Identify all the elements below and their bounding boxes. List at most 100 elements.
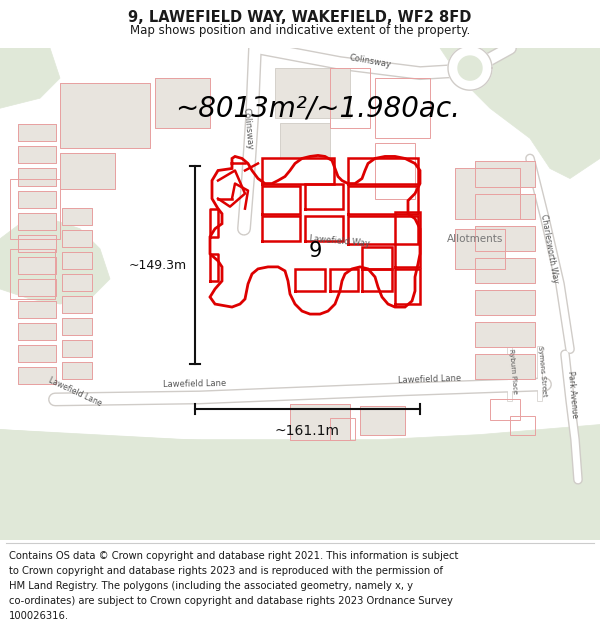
Text: Lawefield Lane: Lawefield Lane <box>163 379 227 389</box>
Polygon shape <box>440 48 600 179</box>
Bar <box>62 318 92 335</box>
Bar <box>475 226 535 251</box>
Bar <box>475 354 535 379</box>
Bar <box>62 318 92 335</box>
Polygon shape <box>458 56 482 80</box>
Polygon shape <box>0 429 280 540</box>
Text: Allotments: Allotments <box>447 234 503 244</box>
Bar <box>330 68 370 128</box>
Bar <box>18 213 56 230</box>
Bar <box>18 323 56 340</box>
Text: Charlesworth Way: Charlesworth Way <box>539 214 559 284</box>
Text: Contains OS data © Crown copyright and database right 2021. This information is : Contains OS data © Crown copyright and d… <box>9 551 458 561</box>
Polygon shape <box>0 48 60 108</box>
Bar <box>18 146 56 164</box>
Bar <box>62 208 92 225</box>
Text: 9: 9 <box>308 241 322 261</box>
Text: HM Land Registry. The polygons (including the associated geometry, namely x, y: HM Land Registry. The polygons (includin… <box>9 581 413 591</box>
Bar <box>18 301 56 318</box>
Polygon shape <box>280 444 600 540</box>
Bar <box>62 274 92 291</box>
Text: to Crown copyright and database rights 2023 and is reproduced with the permissio: to Crown copyright and database rights 2… <box>9 566 443 576</box>
Bar <box>18 279 56 296</box>
Bar <box>18 301 56 318</box>
Bar <box>62 362 92 379</box>
Text: 9, LAWEFIELD WAY, WAKEFIELD, WF2 8FD: 9, LAWEFIELD WAY, WAKEFIELD, WF2 8FD <box>128 9 472 24</box>
Bar <box>60 153 115 189</box>
Polygon shape <box>0 219 110 304</box>
Bar <box>475 354 535 379</box>
Bar <box>18 235 56 252</box>
Bar <box>18 124 56 141</box>
Text: Lawefield Way: Lawefield Way <box>310 234 371 248</box>
Text: co-ordinates) are subject to Crown copyright and database rights 2023 Ordnance S: co-ordinates) are subject to Crown copyr… <box>9 596 453 606</box>
Text: Ryburn Place: Ryburn Place <box>508 349 518 394</box>
Bar <box>290 404 350 439</box>
Bar <box>62 296 92 313</box>
Bar <box>62 296 92 313</box>
Bar <box>62 252 92 269</box>
Bar <box>280 123 330 159</box>
Text: ~149.3m: ~149.3m <box>129 259 187 272</box>
Bar <box>475 322 535 348</box>
Bar <box>62 362 92 379</box>
Bar <box>330 418 355 439</box>
Bar <box>10 179 60 239</box>
Bar <box>360 406 405 434</box>
Bar <box>62 208 92 225</box>
Bar <box>455 229 505 269</box>
Bar <box>18 323 56 340</box>
Bar <box>360 406 405 434</box>
Bar <box>510 416 535 434</box>
Bar <box>155 78 210 128</box>
Bar <box>155 78 210 128</box>
Bar <box>18 368 56 384</box>
Bar <box>275 68 350 118</box>
Bar <box>62 340 92 357</box>
Text: Lawefield Lane: Lawefield Lane <box>47 375 103 408</box>
Bar <box>18 169 56 186</box>
Bar <box>475 290 535 315</box>
Bar <box>490 399 520 419</box>
Bar <box>18 213 56 230</box>
Bar <box>375 143 415 199</box>
Bar <box>475 161 535 187</box>
Bar <box>18 345 56 362</box>
Bar <box>62 274 92 291</box>
Text: ~8013m²/~1.980ac.: ~8013m²/~1.980ac. <box>175 94 460 122</box>
Bar <box>18 124 56 141</box>
Bar <box>375 78 430 138</box>
Bar <box>60 83 150 148</box>
Bar <box>290 404 350 439</box>
Bar <box>475 258 535 283</box>
Text: Symons Street: Symons Street <box>537 346 547 397</box>
Bar <box>62 230 92 247</box>
Polygon shape <box>448 46 492 90</box>
Bar <box>475 226 535 251</box>
Bar <box>475 322 535 348</box>
Bar <box>62 230 92 247</box>
Bar <box>60 153 115 189</box>
Bar <box>455 169 520 219</box>
Bar <box>18 257 56 274</box>
Bar <box>475 161 535 187</box>
Bar <box>455 169 520 219</box>
Bar <box>475 290 535 315</box>
Bar <box>60 83 150 148</box>
Text: 100026316.: 100026316. <box>9 611 69 621</box>
Bar <box>10 249 55 299</box>
Bar <box>18 146 56 164</box>
Bar <box>18 279 56 296</box>
Bar <box>475 258 535 283</box>
Bar <box>18 235 56 252</box>
Bar <box>18 169 56 186</box>
Text: Colinsway: Colinsway <box>242 107 254 150</box>
Bar <box>62 252 92 269</box>
Bar <box>18 191 56 208</box>
Text: Park Avenue: Park Avenue <box>566 371 580 418</box>
Text: Colinsway: Colinsway <box>348 53 392 69</box>
Bar <box>475 194 535 219</box>
Bar <box>18 191 56 208</box>
Bar <box>18 257 56 274</box>
Bar <box>18 368 56 384</box>
